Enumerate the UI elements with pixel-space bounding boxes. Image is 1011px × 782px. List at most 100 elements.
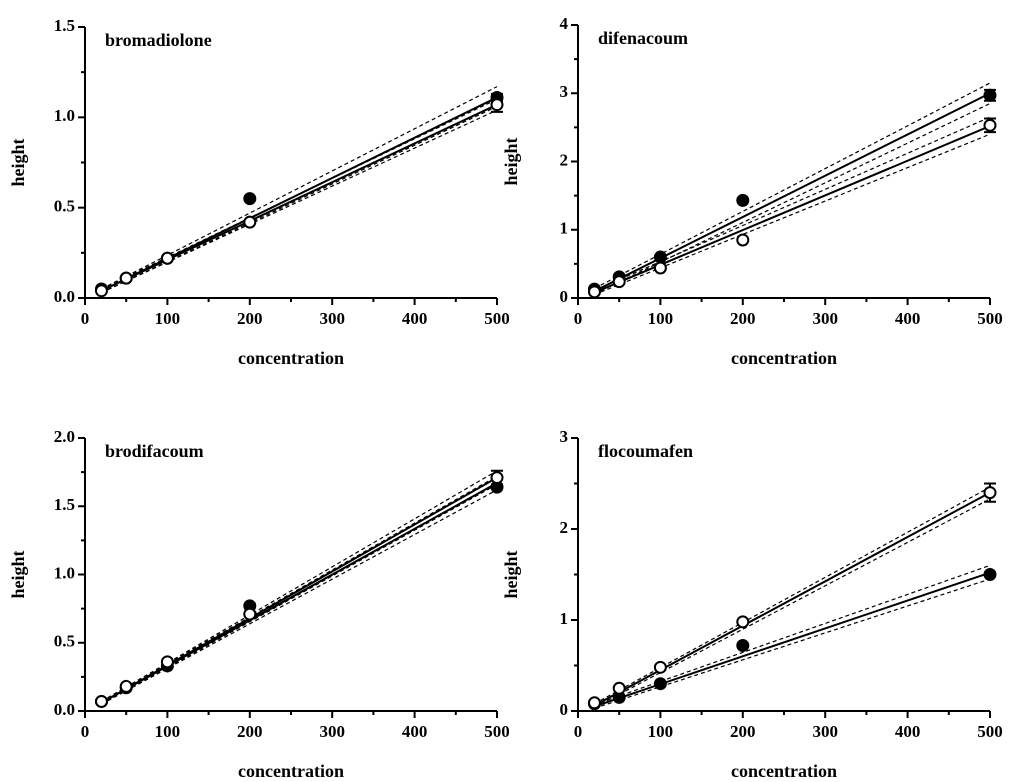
- panel-title: flocoumafen: [598, 441, 693, 461]
- x-axis-title: concentration: [731, 761, 837, 781]
- confidence-band: [594, 102, 991, 295]
- fit-line: [594, 125, 991, 294]
- data-point: [243, 215, 257, 229]
- confidence-band: [594, 116, 991, 292]
- data-point: [160, 251, 174, 265]
- confidence-band: [101, 475, 498, 702]
- y-tick-label: 0: [560, 700, 569, 719]
- x-tick-label: 200: [237, 309, 263, 328]
- x-tick-label: 200: [730, 309, 756, 328]
- data-point: [587, 696, 601, 710]
- panel-title: difenacoum: [598, 28, 688, 48]
- confidence-band: [101, 98, 498, 290]
- y-tick-label: 2.0: [54, 427, 75, 446]
- x-tick-label: 300: [812, 309, 838, 328]
- x-tick-label: 500: [977, 309, 1003, 328]
- x-tick-label: 0: [81, 722, 90, 741]
- confidence-band: [101, 109, 498, 294]
- x-tick-label: 0: [81, 309, 90, 328]
- x-tick-label: 100: [648, 722, 674, 741]
- data-point: [736, 615, 750, 629]
- panel-title: bromadiolone: [105, 30, 212, 50]
- y-tick-label: 0.5: [54, 632, 75, 651]
- y-tick-label: 0.0: [54, 700, 75, 719]
- x-tick-label: 400: [402, 309, 428, 328]
- data-point: [94, 284, 108, 298]
- confidence-band: [101, 470, 498, 702]
- y-tick-label: 1.0: [54, 563, 75, 582]
- y-tick-label: 1.0: [54, 106, 75, 125]
- data-point: [612, 681, 626, 695]
- data-point: [160, 655, 174, 669]
- x-tick-label: 400: [402, 722, 428, 741]
- x-tick-label: 400: [895, 309, 921, 328]
- x-tick-label: 200: [730, 722, 756, 741]
- x-tick-label: 400: [895, 722, 921, 741]
- y-axis-title: height: [8, 138, 28, 186]
- x-axis-title: concentration: [731, 348, 837, 368]
- confidence-band: [594, 564, 991, 706]
- fit-line: [101, 103, 498, 292]
- x-axis-title: concentration: [238, 348, 344, 368]
- data-point: [653, 261, 667, 275]
- data-point: [94, 694, 108, 708]
- y-tick-label: 1: [560, 219, 569, 238]
- x-tick-label: 100: [155, 309, 181, 328]
- y-tick-label: 4: [560, 14, 569, 33]
- fit-line: [100, 476, 498, 704]
- data-point: [653, 660, 667, 674]
- x-tick-label: 100: [155, 722, 181, 741]
- data-point: [119, 679, 133, 693]
- x-tick-label: 200: [237, 722, 263, 741]
- y-axis-title: height: [501, 550, 521, 598]
- x-axis-title: concentration: [238, 761, 344, 781]
- x-tick-label: 500: [484, 722, 510, 741]
- x-tick-label: 0: [574, 722, 583, 741]
- fit-line: [594, 491, 991, 707]
- data-point: [736, 638, 750, 652]
- y-tick-label: 1.5: [54, 16, 75, 35]
- x-tick-label: 300: [812, 722, 838, 741]
- confidence-band: [594, 82, 991, 289]
- confidence-band: [594, 498, 991, 708]
- data-point: [612, 275, 626, 289]
- panel-title: brodifacoum: [105, 441, 204, 461]
- y-axis-title: height: [8, 550, 28, 598]
- y-tick-label: 2: [560, 150, 569, 169]
- y-tick-label: 3: [560, 427, 569, 446]
- y-tick-label: 2: [560, 518, 569, 537]
- y-tick-label: 0.0: [54, 287, 75, 306]
- data-point: [243, 607, 257, 621]
- x-tick-label: 300: [319, 309, 345, 328]
- data-point: [243, 192, 257, 206]
- data-point: [736, 193, 750, 207]
- data-point: [653, 677, 667, 691]
- fit-line: [594, 92, 991, 293]
- data-point: [490, 98, 504, 112]
- data-point: [983, 568, 997, 581]
- x-tick-label: 500: [484, 309, 510, 328]
- confidence-band: [594, 578, 991, 709]
- confidence-band: [101, 489, 498, 705]
- data-point: [587, 285, 601, 299]
- data-point: [736, 233, 750, 247]
- y-axis-title: height: [501, 137, 521, 185]
- data-point: [983, 118, 997, 132]
- confidence-band: [594, 133, 991, 296]
- x-tick-label: 300: [319, 722, 345, 741]
- confidence-band: [101, 483, 498, 705]
- data-point: [653, 250, 667, 264]
- y-tick-label: 0.5: [54, 197, 75, 216]
- confidence-band: [101, 86, 498, 290]
- x-tick-label: 0: [574, 309, 583, 328]
- data-point: [490, 471, 504, 485]
- x-tick-label: 500: [977, 722, 1003, 741]
- y-tick-label: 1.5: [54, 495, 75, 514]
- y-tick-label: 0: [560, 287, 569, 306]
- confidence-band: [594, 486, 991, 705]
- x-tick-label: 100: [648, 309, 674, 328]
- y-tick-label: 1: [560, 609, 569, 628]
- data-point: [983, 88, 997, 102]
